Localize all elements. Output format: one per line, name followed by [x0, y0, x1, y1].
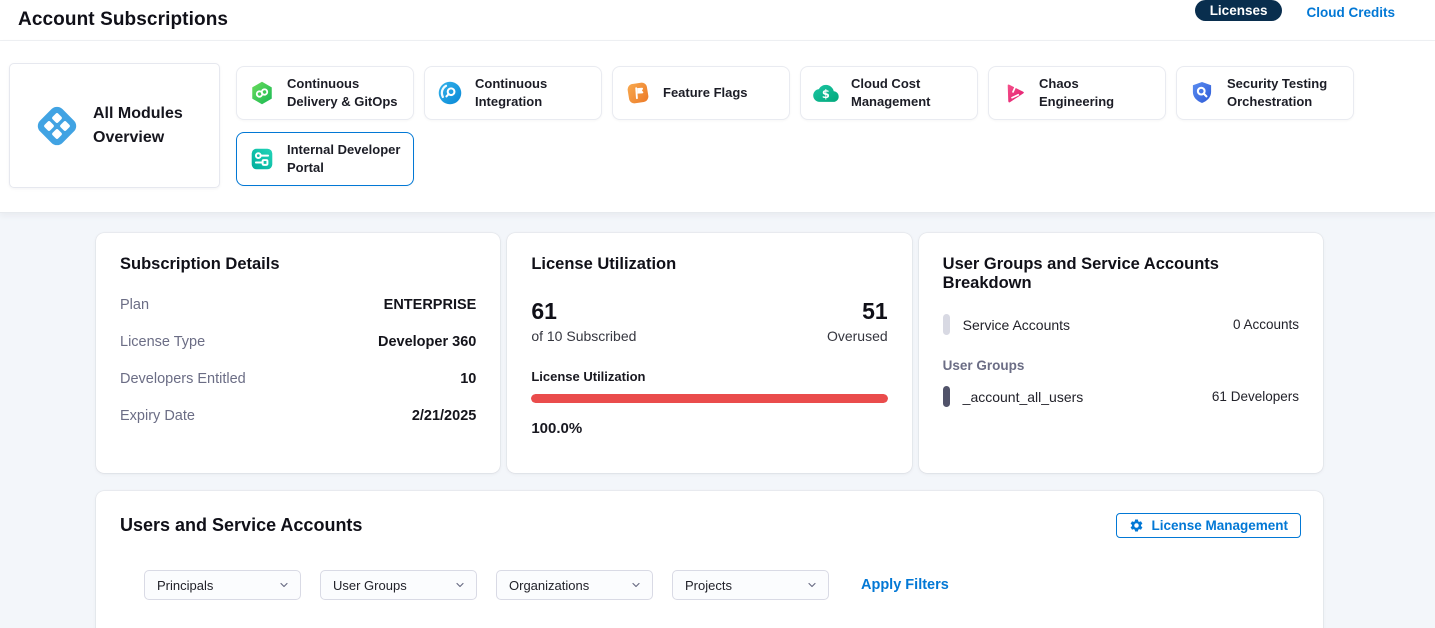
- service-accounts-marker: [942, 314, 950, 335]
- page-title: Account Subscriptions: [18, 9, 229, 30]
- user-groups-heading: User Groups: [942, 358, 1025, 373]
- summary-cards-row: Subscription Details Plan ENTERPRISE Lic…: [96, 233, 1323, 473]
- module-tile-label: Continuous Integration: [475, 76, 548, 109]
- module-tile-cloud-cost-management[interactable]: $ Cloud Cost Management: [800, 66, 978, 120]
- license-management-button[interactable]: License Management: [1116, 513, 1301, 538]
- all-modules-icon: [34, 103, 80, 149]
- license-management-label: License Management: [1151, 518, 1288, 533]
- module-bar: All Modules Overview Continuous Delivery…: [0, 41, 1435, 213]
- user-group-value: 61 Developers: [1211, 389, 1299, 404]
- detail-row-developers-entitled: Developers Entitled 10: [120, 371, 476, 387]
- used-count: 61: [531, 298, 557, 324]
- filter-label: Organizations: [509, 577, 590, 593]
- module-tile-label: Security Testing Orchestration: [1227, 76, 1328, 109]
- module-tile-label: Feature Flags: [663, 85, 748, 101]
- license-utilization-bar-track: [531, 394, 888, 403]
- detail-row-license-type: License Type Developer 360: [120, 334, 476, 350]
- service-accounts-label: Service Accounts: [962, 316, 1071, 333]
- chaos-engineering-icon: [1001, 80, 1027, 106]
- used-caption: of 10 Subscribed: [531, 328, 637, 344]
- detail-value: 10: [460, 371, 477, 387]
- continuous-delivery-gitops-icon: [249, 80, 275, 106]
- principals-filter-dropdown[interactable]: Principals: [144, 570, 301, 600]
- projects-filter-dropdown[interactable]: Projects: [672, 570, 829, 600]
- overused-count: 51: [862, 298, 888, 324]
- user-groups-filter-dropdown[interactable]: User Groups: [320, 570, 477, 600]
- tab-licenses[interactable]: Licenses: [1194, 0, 1283, 21]
- license-utilization-card: License Utilization 61 of 10 Subscribed …: [507, 233, 912, 473]
- service-accounts-value: 0 Accounts: [1232, 317, 1299, 332]
- continuous-integration-icon: [437, 80, 463, 106]
- module-tile-label: Continuous Delivery & GitOps: [287, 76, 398, 109]
- chevron-down-icon: [278, 579, 290, 591]
- detail-label: Plan: [120, 297, 150, 313]
- user-group-row: _account_all_users 61 Developers: [942, 386, 1299, 407]
- subscription-details-title: Subscription Details: [120, 255, 280, 273]
- service-accounts-row: Service Accounts 0 Accounts: [942, 314, 1299, 335]
- breakdown-title: User Groups and Service Accounts Breakdo…: [942, 255, 1219, 292]
- filter-label: Projects: [685, 577, 732, 593]
- module-tile-continuous-integration[interactable]: Continuous Integration: [424, 66, 602, 120]
- breakdown-card: User Groups and Service Accounts Breakdo…: [918, 233, 1323, 473]
- module-tile-label: Chaos Engineering: [1039, 76, 1115, 109]
- user-group-name: _account_all_users: [962, 388, 1084, 405]
- license-utilization-bar-fill: [531, 394, 888, 403]
- page-header: Account Subscriptions Licenses Cloud Cre…: [0, 0, 1435, 41]
- module-tile-label: Cloud Cost Management: [851, 76, 931, 109]
- detail-label: License Type: [120, 334, 206, 350]
- all-modules-overview-card[interactable]: All Modules Overview: [9, 63, 220, 188]
- tab-cloud-credits[interactable]: Cloud Credits: [1306, 4, 1395, 20]
- apply-filters-link[interactable]: Apply Filters: [861, 577, 949, 593]
- main-content: Subscription Details Plan ENTERPRISE Lic…: [0, 213, 1435, 628]
- license-utilization-title: License Utilization: [531, 255, 677, 273]
- overused-count-block: 51 Overused: [827, 298, 888, 344]
- gear-icon: [1129, 518, 1144, 533]
- module-tile-continuous-delivery-gitops[interactable]: Continuous Delivery & GitOps: [236, 66, 414, 120]
- all-modules-overview-label: All Modules Overview: [93, 104, 183, 146]
- svg-text:$: $: [822, 87, 830, 101]
- users-service-accounts-card: Users and Service Accounts License Manag…: [96, 491, 1323, 628]
- security-testing-orchestration-icon: [1189, 80, 1215, 106]
- filter-label: User Groups: [333, 577, 407, 593]
- overused-caption: Overused: [826, 328, 888, 344]
- used-count-block: 61 of 10 Subscribed: [531, 298, 636, 344]
- detail-label: Expiry Date: [120, 408, 195, 424]
- detail-value: 2/21/2025: [411, 408, 477, 424]
- utilization-percent: 100.0%: [531, 420, 583, 437]
- organizations-filter-dropdown[interactable]: Organizations: [496, 570, 653, 600]
- detail-row-plan: Plan ENTERPRISE: [120, 297, 476, 313]
- module-tile-feature-flags[interactable]: Feature Flags: [612, 66, 790, 120]
- utilization-bar-label: License Utilization: [531, 369, 646, 384]
- detail-value: ENTERPRISE: [383, 297, 477, 313]
- chevron-down-icon: [454, 579, 466, 591]
- users-section-title: Users and Service Accounts: [120, 515, 363, 535]
- detail-value: Developer 360: [377, 334, 477, 350]
- chevron-down-icon: [806, 579, 818, 591]
- module-tile-security-testing-orchestration[interactable]: Security Testing Orchestration: [1176, 66, 1354, 120]
- chevron-down-icon: [630, 579, 642, 591]
- detail-row-expiry-date: Expiry Date 2/21/2025: [120, 408, 476, 424]
- module-tile-chaos-engineering[interactable]: Chaos Engineering: [988, 66, 1166, 120]
- feature-flags-icon: [625, 80, 651, 106]
- header-tabs: Licenses Cloud Credits: [1194, 0, 1395, 21]
- internal-developer-portal-icon: [249, 146, 275, 172]
- module-tiles: Continuous Delivery & GitOps Continuous …: [236, 66, 1366, 188]
- module-tile-internal-developer-portal[interactable]: Internal Developer Portal: [236, 132, 414, 186]
- subscription-details-rows: Plan ENTERPRISE License Type Developer 3…: [120, 297, 476, 424]
- user-group-marker: [942, 386, 950, 407]
- module-tile-label: Internal Developer Portal: [287, 142, 401, 175]
- license-utilization-numbers: 61 of 10 Subscribed 51 Overused: [531, 298, 887, 344]
- detail-label: Developers Entitled: [120, 371, 246, 387]
- cloud-cost-management-icon: $: [813, 80, 839, 106]
- filter-label: Principals: [157, 577, 214, 593]
- filters-row: Principals User Groups Organizations Pro…: [144, 570, 1299, 600]
- subscription-details-card: Subscription Details Plan ENTERPRISE Lic…: [96, 233, 501, 473]
